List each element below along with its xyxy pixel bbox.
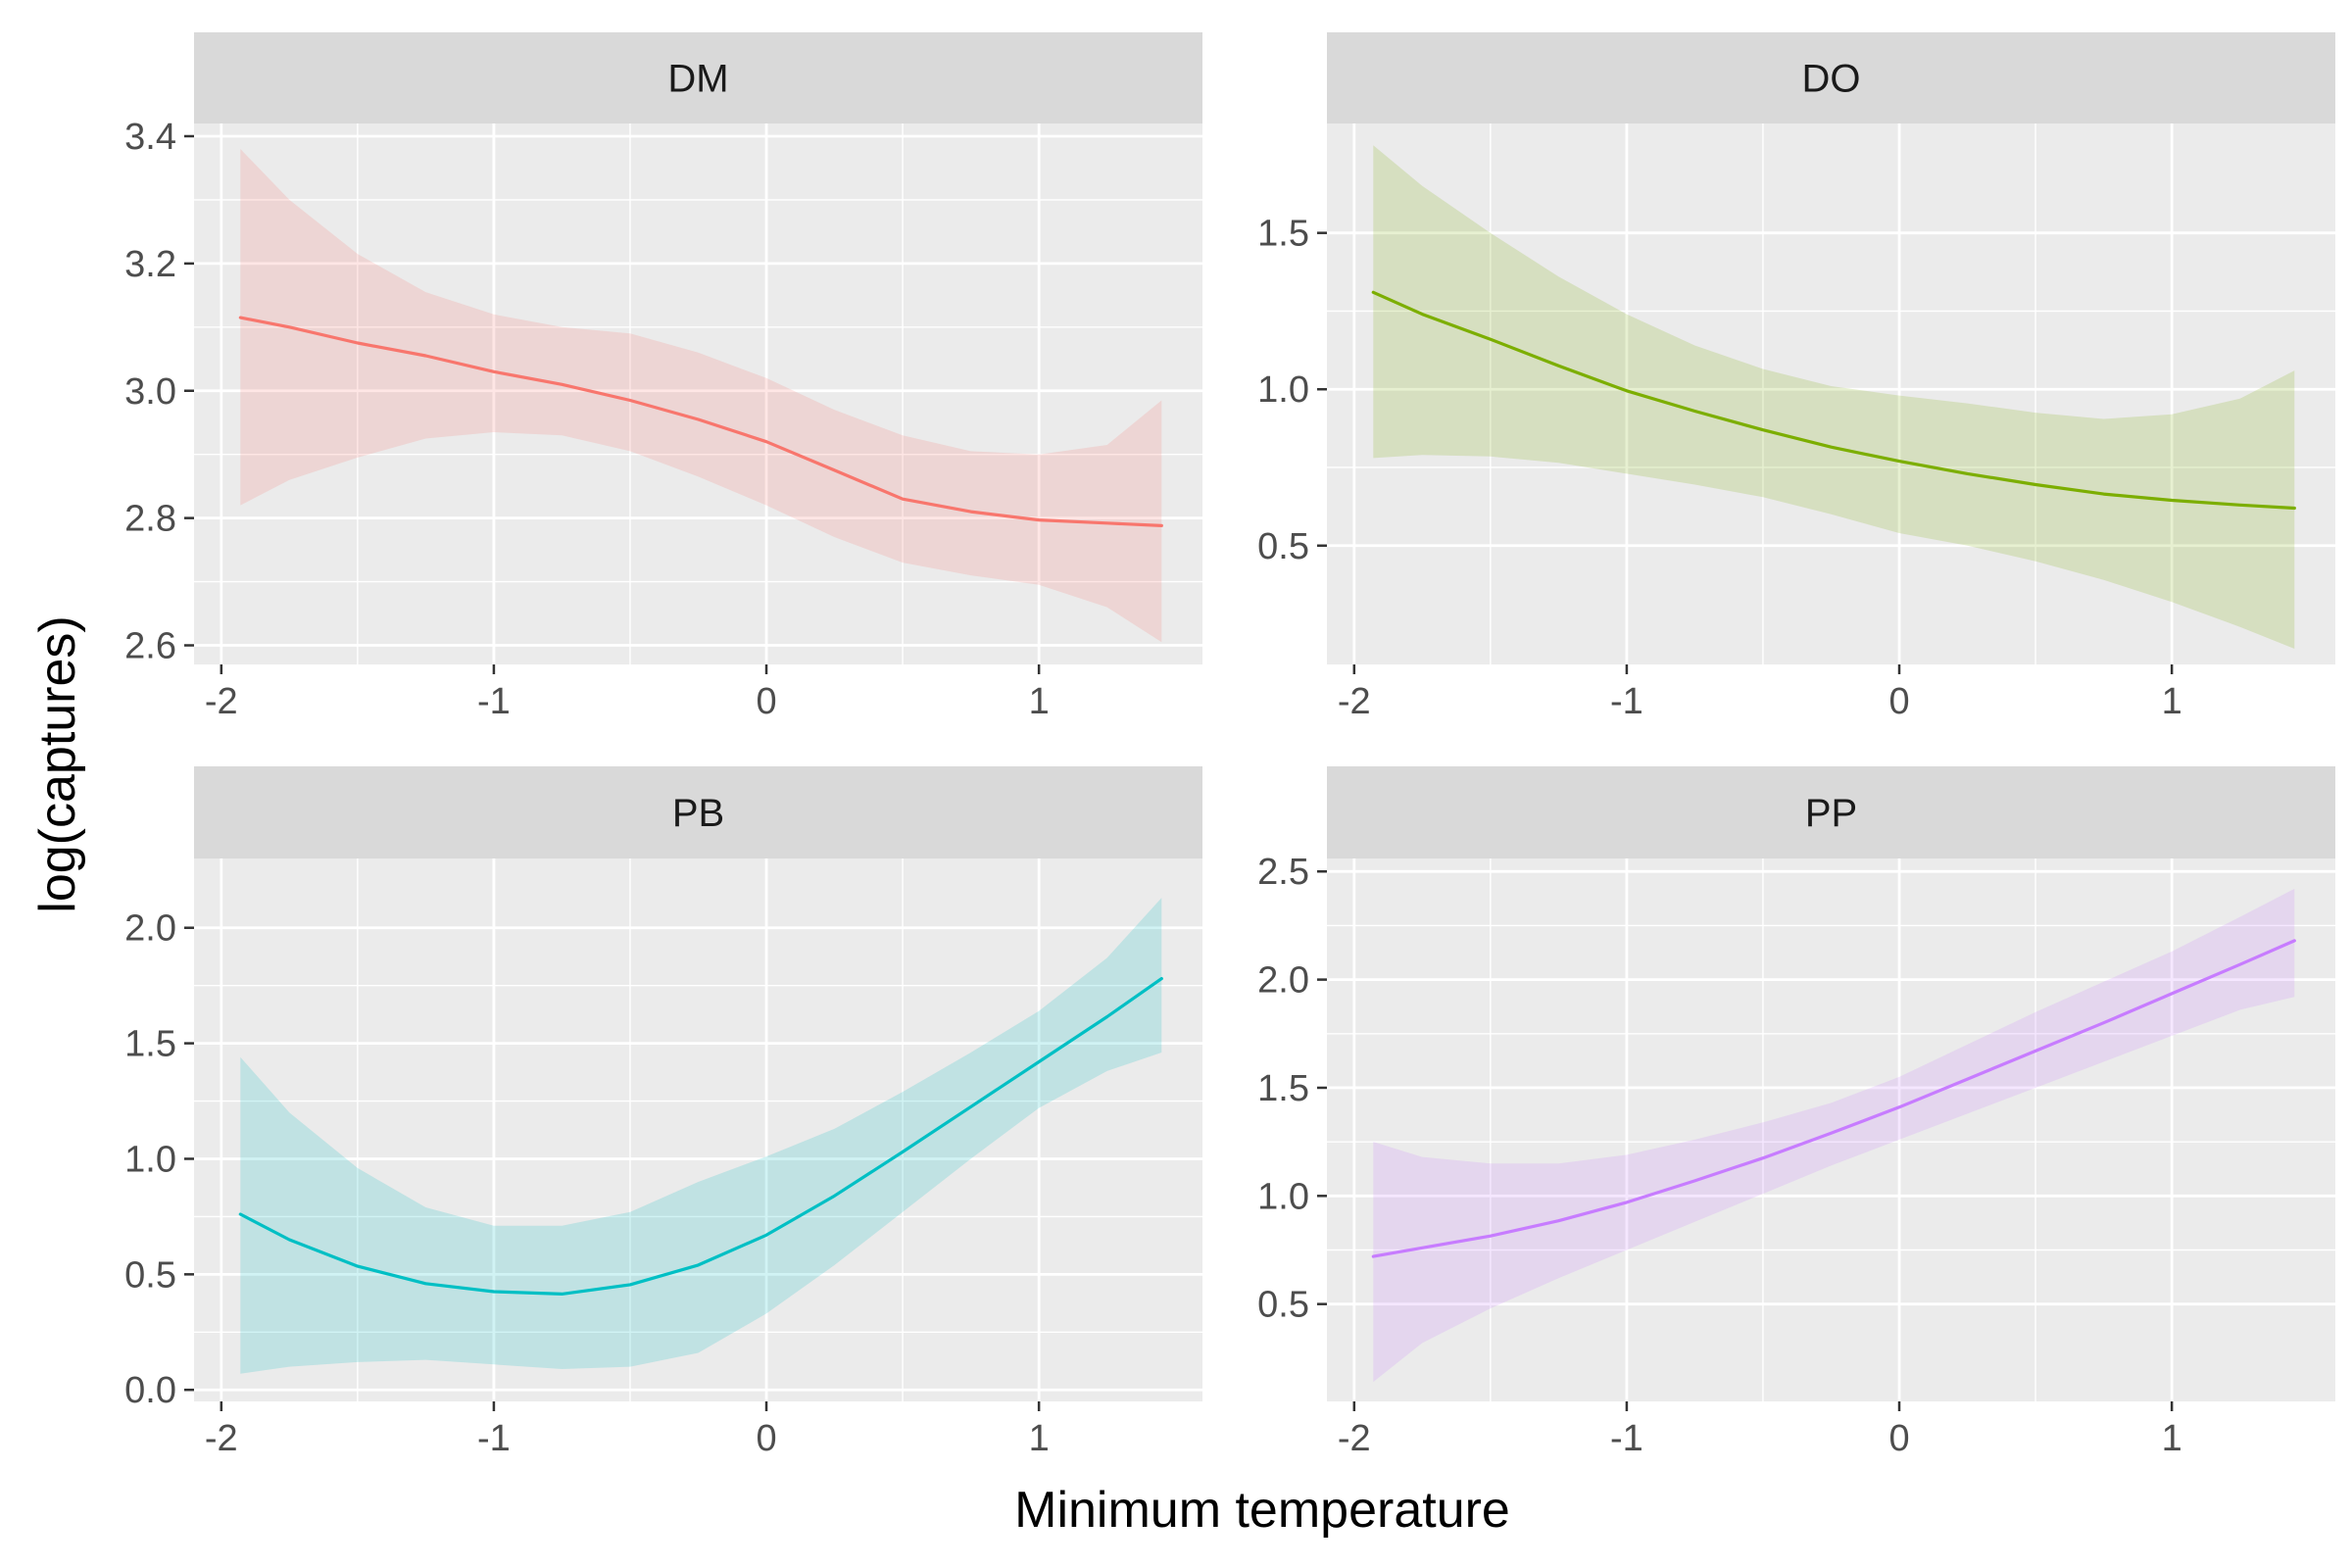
panel-background [1327,123,2335,664]
x-tick-label: 1 [2162,1418,2182,1459]
y-tick-label: 1.0 [124,1139,176,1180]
confidence-band [1373,145,2295,650]
x-tick-label: 1 [1029,1418,1050,1459]
y-tick-label: 2.8 [124,499,176,540]
facet-strip-label: PB [672,792,724,835]
y-tick-label: 2.0 [124,908,176,950]
facet-strip [1327,32,2335,123]
y-tick-label: 0.5 [124,1254,176,1296]
facet-strip [1327,766,2335,858]
facet-panels: DM -2 -1 0 1 2.6 2.8 3.0 3.2 3.4 DO -2 -1 0 1 0.5 1.0 1.5… [124,32,2335,1459]
y-tick-label: 1.5 [1257,1068,1309,1109]
y-tick-label: 3.4 [124,117,176,158]
facet-panel-pp: PP -2 -1 0 1 0.5 1.0 1.5 2.0 2.5 [1257,766,2335,1459]
panel-background [194,123,1202,664]
y-tick-label: 1.5 [124,1024,176,1065]
y-tick-label: 2.0 [1257,960,1309,1002]
y-tick-label: 0.5 [1257,526,1309,567]
y-tick-label: 2.5 [1257,852,1309,893]
y-tick-label: 3.0 [124,371,176,413]
facet-strip-label: DM [667,58,728,101]
x-tick-label: 0 [1888,681,1909,722]
y-tick-label: 1.0 [1257,1176,1309,1217]
x-tick-label: -2 [1338,681,1371,722]
x-tick-label: 1 [2162,681,2182,722]
facet-panel-do: DO -2 -1 0 1 0.5 1.0 1.5 [1257,32,2335,722]
x-tick-label: 0 [756,681,776,722]
y-tick-label: 0.5 [1257,1285,1309,1326]
confidence-band [240,149,1162,643]
y-tick-label: 0.0 [124,1370,176,1411]
x-axis-title: Minimum temperature [1014,1482,1510,1539]
x-tick-label: -1 [1610,1418,1643,1459]
confidence-band [1373,888,2295,1383]
x-tick-label: 0 [1888,1418,1909,1459]
x-tick-label: -2 [1338,1418,1371,1459]
facet-strip-label: DO [1802,58,1861,101]
x-tick-label: -1 [477,681,511,722]
panel-background [194,858,1202,1401]
y-tick-label: 3.2 [124,244,176,285]
facet-panel-dm: DM -2 -1 0 1 2.6 2.8 3.0 3.2 3.4 [124,32,1202,722]
panel-background [1327,858,2335,1401]
facet-strip [194,766,1202,858]
x-tick-label: -1 [1610,681,1643,722]
facet-panel-pb: PB -2 -1 0 1 0.0 0.5 1.0 1.5 2.0 [124,766,1202,1459]
x-tick-label: 1 [1029,681,1050,722]
y-axis-title: log(captures) [29,615,86,912]
y-tick-label: 2.6 [124,626,176,667]
y-tick-label: 1.0 [1257,369,1309,411]
facet-strip [194,32,1202,123]
x-tick-label: -2 [205,681,238,722]
x-tick-label: -1 [477,1418,511,1459]
confidence-band [240,898,1162,1374]
x-tick-label: 0 [756,1418,776,1459]
x-tick-label: -2 [205,1418,238,1459]
y-tick-label: 1.5 [1257,214,1309,255]
facet-strip-label: PP [1805,792,1857,835]
